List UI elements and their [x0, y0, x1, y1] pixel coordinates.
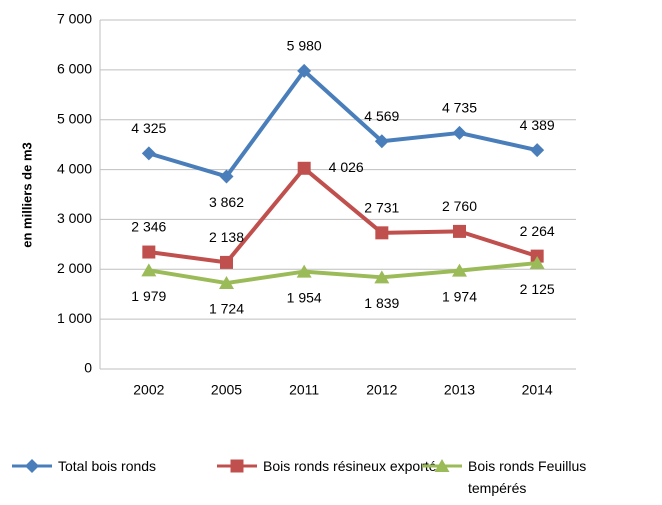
y-axis-label: en milliers de m3: [19, 142, 34, 248]
y-tick-label: 4 000: [57, 160, 92, 176]
data-label: 1 954: [287, 289, 322, 305]
data-label: 4 569: [364, 108, 399, 124]
legend-swatch: [12, 459, 52, 473]
data-label: 1 839: [364, 295, 399, 311]
legend-marker: [25, 459, 39, 473]
x-tick-label: 2013: [444, 382, 475, 398]
y-tick-label: 1 000: [57, 310, 92, 326]
marker: [141, 146, 156, 161]
data-label: 4 735: [442, 100, 477, 116]
data-label: 2 346: [131, 219, 166, 235]
chart: en milliers de m3 0 1 000 2 000 3 000 4 000 5…: [19, 11, 576, 398]
data-label: 1 974: [442, 288, 477, 304]
data-label: 4 325: [131, 120, 166, 136]
marker: [452, 263, 467, 277]
legend-label: Bois ronds Feuillus tempérés: [468, 458, 587, 496]
x-tick-label: 2012: [366, 382, 397, 398]
marker: [219, 276, 234, 290]
data-label: 1 979: [131, 288, 166, 304]
x-tick-label: 2014: [522, 382, 553, 398]
marker: [452, 125, 467, 140]
data-label: 2 760: [442, 198, 477, 214]
data-label: 4 026: [329, 159, 364, 175]
marker: [297, 63, 312, 78]
legend-item: Bois ronds Feuillus tempérés: [420, 455, 638, 499]
marker: [453, 224, 466, 238]
legend-swatch: [217, 459, 257, 473]
legend-swatch: [422, 459, 462, 472]
legend-item: Total bois ronds: [10, 455, 238, 477]
series-line: [148, 261, 538, 286]
data-label: 4 389: [520, 117, 555, 133]
data-label: 5 980: [287, 38, 322, 54]
data-label: 3 862: [209, 194, 244, 210]
x-tick-label: 2005: [211, 382, 242, 398]
data-label: 1 724: [209, 301, 244, 317]
marker: [374, 134, 389, 149]
legend-label: Total bois ronds: [58, 458, 157, 474]
marker: [375, 226, 389, 240]
marker: [296, 264, 312, 278]
legend-item: Bois ronds résineux exporté: [215, 455, 448, 477]
y-tick-label: 2 000: [57, 260, 92, 276]
y-tick-label: 7 000: [57, 11, 92, 27]
y-tick-label: 3 000: [57, 210, 92, 226]
legend-marker: [230, 459, 244, 473]
marker: [220, 255, 233, 269]
y-tick-label: 6 000: [57, 61, 92, 77]
data-label: 2 125: [520, 281, 555, 297]
legend-marker: [434, 459, 450, 472]
marker: [219, 169, 234, 184]
legend-label: Bois ronds résineux exporté: [263, 458, 437, 474]
data-label: 2 264: [520, 223, 555, 239]
x-tick-label: 2002: [133, 382, 164, 398]
marker: [374, 270, 390, 284]
data-label: 2 731: [364, 200, 399, 216]
y-tick-label: 0: [84, 360, 92, 376]
marker: [297, 161, 311, 175]
series-line: [148, 68, 538, 179]
series-line: [148, 166, 538, 265]
data-label: 2 138: [209, 229, 244, 245]
marker: [530, 143, 545, 158]
marker: [141, 263, 157, 277]
legend: Total bois ronds Bois ronds résineux expo…: [0, 455, 662, 505]
marker: [142, 245, 156, 259]
x-tick-label: 2011: [289, 382, 319, 398]
marker: [529, 256, 545, 270]
y-tick-label: 5 000: [57, 110, 92, 126]
